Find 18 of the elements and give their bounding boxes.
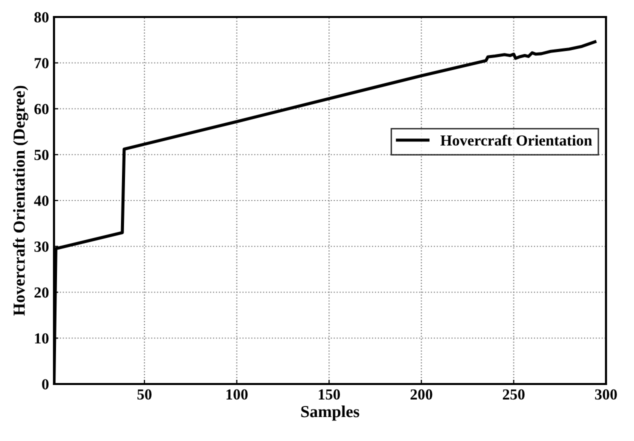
y-tick-label: 0	[42, 379, 49, 390]
x-tick-label: 250	[502, 389, 525, 400]
y-tick-label: 50	[34, 150, 49, 160]
y-tick-label: 80	[34, 12, 49, 22]
y-tick-label: 60	[34, 104, 49, 114]
y-tick-label: 10	[35, 333, 49, 344]
y-tick-label: 70	[34, 58, 49, 68]
x-tick-label: 300	[595, 389, 617, 400]
y-tick-label: 20	[34, 287, 49, 298]
legend-label: Hovercraft Orientation	[440, 134, 592, 146]
x-tick-label: 200	[410, 389, 432, 400]
x-axis-title: Samples	[301, 405, 360, 421]
x-tick-label: 50	[137, 389, 152, 400]
x-tick-label: 150	[318, 389, 340, 400]
x-tick-label: 100	[226, 389, 248, 400]
y-tick-label: 40	[34, 196, 49, 206]
y-tick-label: 30	[34, 242, 49, 252]
y-axis-title: Hovercraft Orientation (Degree)	[12, 86, 28, 316]
